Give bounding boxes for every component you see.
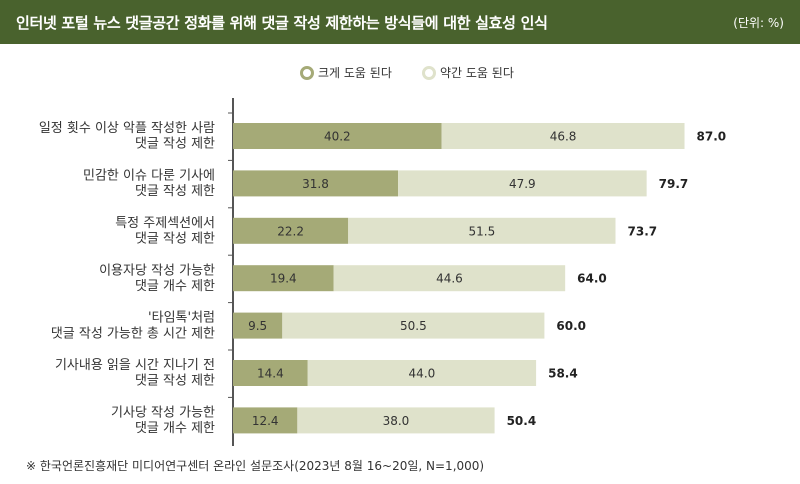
bar-strong <box>233 170 399 197</box>
category-label: 특정 주제섹션에서 댓글 작성 제한 <box>115 216 215 247</box>
category-label: '타임톡'처럼 댓글 작성 가능한 총 시간 제한 <box>51 311 215 342</box>
legend-item-strong: 크게 도움 된다 <box>300 64 392 81</box>
bar-strong <box>233 123 442 149</box>
chart-title: 인터넷 포털 뉴스 댓글공간 정화를 위해 댓글 작성 제한하는 방식들에 대한… <box>16 14 548 32</box>
legend-label-strong: 크게 도움 된다 <box>318 66 392 80</box>
legend-item-weak: 약간 도움 된다 <box>422 64 514 81</box>
bar-strong <box>233 265 334 292</box>
category-label-line: 기사내용 읽을 시간 지나기 전 <box>55 358 215 373</box>
category-label-line: 댓글 개수 제한 <box>135 279 215 294</box>
data-label-weak: 44.0 <box>409 367 436 381</box>
category-label-line: 기사당 작성 가능한 <box>111 405 215 420</box>
bar-weak <box>441 123 685 149</box>
category-label-line: '타임톡'처럼 <box>148 311 215 326</box>
bar-strong <box>233 407 298 434</box>
total-label: 60.0 <box>556 319 586 333</box>
category-label-line: 댓글 작성 제한 <box>135 231 215 246</box>
category-label-line: 댓글 작성 제한 <box>135 184 215 199</box>
legend-label-weak: 약간 도움 된다 <box>440 66 514 80</box>
legend-swatch-weak <box>422 65 436 80</box>
category-label-line: 일정 횟수 이상 악플 작성한 사람 <box>39 121 215 136</box>
category-label: 기사당 작성 가능한 댓글 개수 제한 <box>111 405 215 436</box>
bar-weak <box>333 265 566 292</box>
footnote: ※ 한국언론진흥재단 미디어연구센터 온라인 설문조사(2023년 8월 16~… <box>26 459 485 473</box>
category-label-line: 댓글 작성 제한 <box>135 374 215 389</box>
data-label-strong: 14.4 <box>257 367 284 381</box>
data-label-weak: 44.6 <box>436 272 463 286</box>
category-label: 민감한 이슈 다룬 기사에 댓글 작성 제한 <box>83 168 215 199</box>
data-label-weak: 47.9 <box>509 177 536 191</box>
data-label-weak: 51.5 <box>469 224 496 238</box>
data-label-strong: 31.8 <box>302 177 329 191</box>
data-label-strong: 19.4 <box>270 272 297 286</box>
total-label: 73.7 <box>628 224 658 238</box>
data-label-strong: 12.4 <box>252 414 279 428</box>
legend-swatch-strong <box>300 65 314 80</box>
data-label-strong: 22.2 <box>277 224 304 238</box>
bar-weak <box>297 407 495 434</box>
data-label-weak: 46.8 <box>550 130 577 144</box>
category-label-line: 민감한 이슈 다룬 기사에 <box>83 168 215 183</box>
bar-strong <box>233 360 308 386</box>
bar-weak <box>348 217 616 244</box>
category-label-line: 이용자당 작성 가능한 <box>99 263 215 278</box>
total-label: 64.0 <box>577 272 607 286</box>
data-label-strong: 40.2 <box>324 130 351 144</box>
total-label: 87.0 <box>697 130 727 144</box>
category-label-line: 댓글 작성 제한 <box>135 137 215 152</box>
total-label: 50.4 <box>507 414 537 428</box>
total-label: 79.7 <box>659 177 689 191</box>
category-label-line: 특정 주제섹션에서 <box>115 216 215 231</box>
data-label-weak: 38.0 <box>383 414 410 428</box>
category-label: 이용자당 작성 가능한 댓글 개수 제한 <box>99 263 215 294</box>
total-label: 58.4 <box>548 367 578 381</box>
category-label: 기사내용 읽을 시간 지나기 전 댓글 작성 제한 <box>55 358 215 389</box>
bar-weak <box>307 360 537 386</box>
category-label-line: 댓글 개수 제한 <box>135 421 215 436</box>
bar-weak <box>398 170 647 197</box>
unit-label: (단위: %) <box>733 16 784 30</box>
chart-header: 인터넷 포털 뉴스 댓글공간 정화를 위해 댓글 작성 제한하는 방식들에 대한… <box>0 0 800 44</box>
data-label-strong: 9.5 <box>248 319 267 333</box>
category-label-line: 댓글 작성 가능한 총 시간 제한 <box>51 326 215 341</box>
data-label-weak: 50.5 <box>400 319 427 333</box>
bar-weak <box>282 312 545 339</box>
bar-strong <box>233 217 349 244</box>
category-label: 일정 횟수 이상 악플 작성한 사람 댓글 작성 제한 <box>39 121 215 152</box>
bar-strong <box>233 312 283 339</box>
